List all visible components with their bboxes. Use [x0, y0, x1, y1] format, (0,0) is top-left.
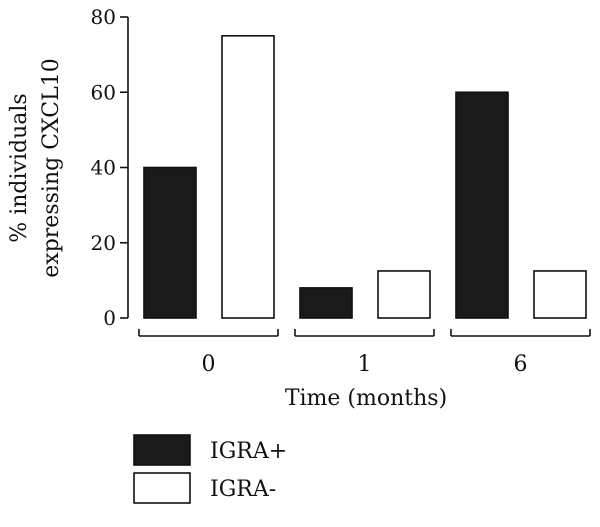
bar-igra-0: [221, 35, 275, 319]
axes: 0 20 40 60 80: [91, 5, 591, 337]
labels: % individuals expressing CXCL10 0 1 6 Time (m…: [7, 58, 528, 411]
y-tick-label-60: 60: [91, 80, 116, 104]
legend-label-0: IGRA+: [210, 439, 287, 464]
legend-item-igra: IGRA-: [133, 472, 276, 504]
y-tick-label-80: 80: [91, 5, 116, 29]
group-bracket-6: [450, 329, 591, 337]
bar-igra-1: [377, 270, 431, 319]
bar-igra-6: [455, 91, 509, 319]
bar-igra-0: [143, 166, 197, 319]
y-axis-label-line-1: % individuals: [7, 93, 32, 242]
x-category-label-6: 6: [514, 352, 528, 377]
legend: IGRA+ IGRA-: [133, 434, 287, 504]
legend-label-1: IGRA-: [210, 477, 276, 502]
y-axis-label-line-2: expressing CXCL10: [39, 58, 64, 277]
group-bracket-0: [138, 329, 279, 337]
legend-swatch-1: [133, 472, 191, 504]
bar-igra-6: [533, 270, 587, 319]
y-tick-label-0: 0: [103, 306, 116, 330]
x-category-label-1: 1: [358, 352, 372, 377]
legend-item-igra: IGRA+: [133, 434, 287, 466]
x-category-label-0: 0: [202, 352, 216, 377]
bars: [143, 35, 587, 319]
y-tick-label-20: 20: [91, 231, 116, 255]
group-bracket-1: [294, 329, 435, 337]
x-axis-label: Time (months): [285, 386, 447, 411]
y-tick-label-40: 40: [91, 156, 116, 180]
legend-swatch-0: [133, 434, 191, 466]
bar-igra-1: [299, 287, 353, 319]
